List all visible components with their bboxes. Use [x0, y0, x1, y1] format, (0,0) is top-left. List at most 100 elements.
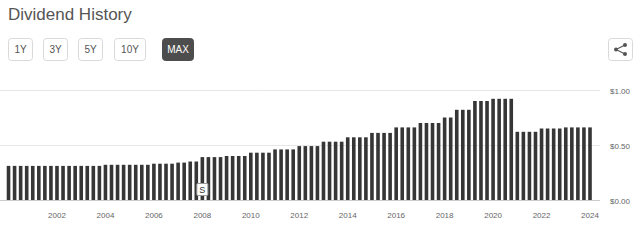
range-button[interactable] [79, 39, 103, 61]
bar [370, 133, 374, 200]
bar [540, 129, 544, 201]
bar [43, 166, 47, 200]
bar [352, 137, 356, 200]
bar [243, 156, 247, 200]
bar [55, 166, 59, 200]
y-tick-label: $1.00 [610, 87, 631, 96]
bar [431, 123, 435, 200]
bar [406, 127, 410, 200]
share-dot [623, 52, 627, 56]
share-box [609, 39, 633, 61]
bar [255, 153, 259, 200]
x-tick-label: 2024 [581, 211, 599, 220]
bar [437, 123, 441, 200]
bar [485, 101, 489, 200]
x-tick-label: 2018 [436, 211, 454, 220]
bar [334, 142, 338, 200]
range-button[interactable] [9, 39, 33, 61]
bar [582, 127, 586, 200]
bar [364, 137, 368, 200]
bar [146, 165, 150, 200]
x-tick-label: 2020 [484, 211, 502, 220]
bar [328, 142, 332, 200]
chart-root: Dividend History1Y3Y5Y10YMAX$0.00$0.50$1… [0, 0, 640, 226]
bar [110, 165, 114, 200]
bar [285, 149, 289, 200]
bar [491, 99, 495, 200]
bar [273, 149, 277, 200]
bar [92, 166, 96, 200]
bar [116, 165, 120, 200]
bar [19, 166, 23, 200]
bar [376, 133, 380, 200]
bar [128, 165, 132, 200]
bar [37, 166, 41, 200]
bar [31, 166, 35, 200]
share-dot [623, 43, 627, 47]
range-button-label[interactable]: MAX [167, 44, 189, 55]
bar [503, 99, 507, 200]
bar [358, 137, 362, 200]
x-tick-label: 2014 [339, 211, 357, 220]
x-tick-label: 2002 [48, 211, 66, 220]
grid-line [0, 200, 600, 201]
bar [152, 164, 156, 200]
bar [388, 133, 392, 200]
range-button[interactable] [44, 39, 68, 61]
range-button-label[interactable]: 1Y [14, 44, 27, 55]
bar [449, 118, 453, 201]
bar [425, 123, 429, 200]
bar [104, 165, 108, 200]
bar [413, 127, 417, 200]
bar [225, 156, 229, 200]
annotation: S [199, 185, 205, 195]
bar [346, 137, 350, 200]
x-tick-label: 2012 [290, 211, 308, 220]
bar [304, 146, 308, 200]
range-button-label[interactable]: 10Y [121, 44, 139, 55]
range-button[interactable] [163, 39, 194, 61]
bar [461, 110, 465, 200]
x-tick-label: 2008 [193, 211, 211, 220]
bar [291, 149, 295, 200]
share-dot [614, 48, 618, 52]
range-button-label[interactable]: 3Y [49, 44, 62, 55]
bar [316, 146, 320, 200]
bar [267, 153, 271, 200]
bar [237, 156, 241, 200]
bar [473, 101, 477, 200]
bar [98, 166, 102, 200]
bar [13, 166, 17, 200]
bar [188, 162, 192, 201]
bar [419, 123, 423, 200]
bar [297, 146, 301, 200]
share-button[interactable] [609, 39, 633, 61]
bars [7, 99, 592, 200]
bar [164, 164, 168, 200]
bar [158, 164, 162, 200]
bar [340, 142, 344, 200]
x-tick-label: 2006 [145, 211, 163, 220]
bar [213, 157, 217, 200]
bar [522, 132, 526, 200]
bar [588, 127, 592, 200]
bar [279, 149, 283, 200]
bar [516, 132, 520, 200]
bar [479, 101, 483, 200]
range-button[interactable] [115, 39, 146, 61]
bar [552, 129, 556, 201]
bar [570, 127, 574, 200]
bar [231, 156, 235, 200]
x-tick-label: 2010 [242, 211, 260, 220]
bar [310, 146, 314, 200]
range-button-label[interactable]: 5Y [84, 44, 97, 55]
bar [61, 166, 65, 200]
bar [261, 153, 265, 200]
bar [528, 132, 532, 200]
bar [249, 153, 253, 200]
bar [7, 166, 11, 200]
x-tick-label: 2022 [533, 211, 551, 220]
bar [558, 129, 562, 201]
bar [140, 165, 144, 200]
bar [382, 133, 386, 200]
